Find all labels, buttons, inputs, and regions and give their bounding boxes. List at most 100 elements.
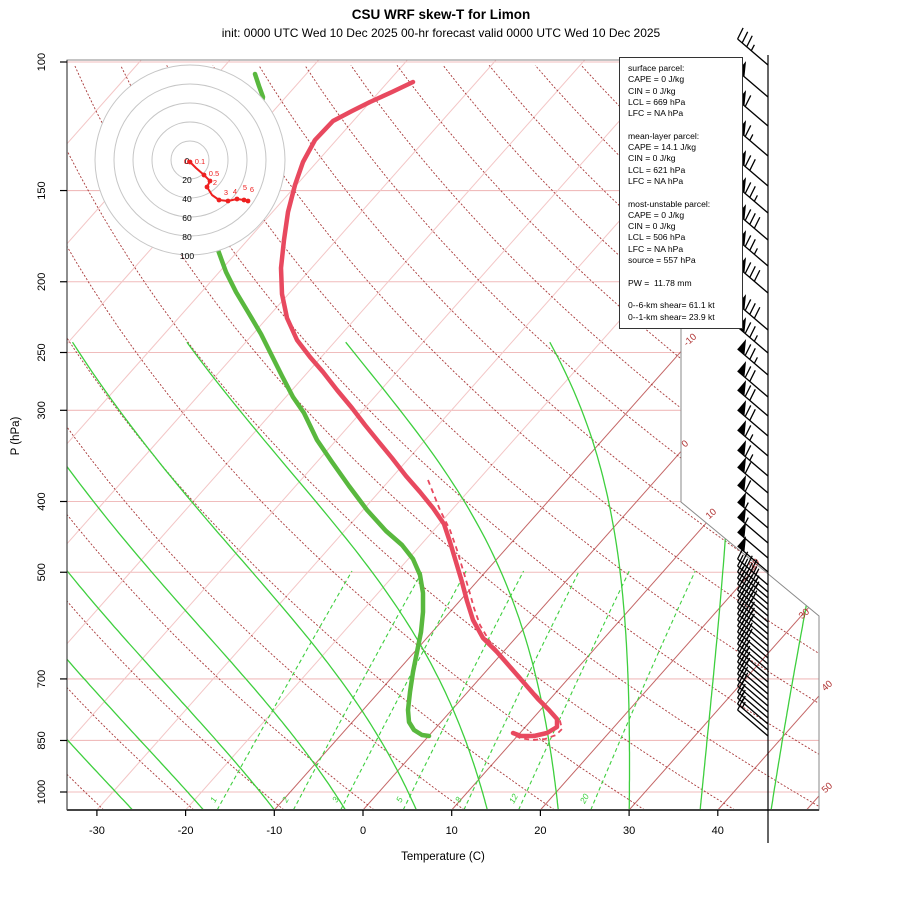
info-gap [628, 119, 740, 130]
x-tick-label: 20 [534, 825, 546, 837]
info-line: LCL = 669 hPa [628, 96, 686, 107]
hodograph-ring [132, 102, 248, 218]
wind-barb [737, 361, 769, 398]
page-subtitle: init: 0000 UTC Wed 10 Dec 2025 00-hr for… [221, 26, 661, 40]
info-line: mean-layer parcel: [628, 130, 700, 141]
wind-barb [737, 27, 769, 66]
hodograph-point [241, 197, 247, 203]
wind-barb [737, 536, 769, 573]
y-tick-label: 200 [36, 273, 48, 291]
moist-adiabat-line [71, 341, 417, 810]
hodograph-height-label: 0 [184, 157, 188, 166]
hodograph-ring [113, 83, 267, 237]
moist-adiabat-line [186, 341, 488, 810]
mixing-ratio-line [518, 570, 630, 810]
dry-adiabat-line [258, 65, 819, 810]
isotherm-label: 0 [680, 438, 691, 450]
hodograph-point [204, 184, 210, 190]
moist-adiabat-line [770, 342, 819, 810]
wind-barb [737, 507, 769, 544]
hodograph-ring-label: 60 [182, 213, 192, 223]
hodograph-ring-label: 0 [185, 156, 190, 166]
moist-adiabat-line [549, 341, 631, 810]
info-line: CIN = 0 J/kg [628, 153, 676, 164]
isotherm-label: 40 [820, 679, 835, 694]
hodograph-ring-label: 20 [182, 175, 192, 185]
info-line: CIN = 0 J/kg [628, 85, 676, 96]
isotherm-label: -10 [682, 331, 700, 348]
hodograph-point [234, 196, 240, 202]
x-tick-label: 30 [623, 825, 635, 837]
isotherm-line [67, 60, 497, 810]
hodograph-point [245, 198, 251, 204]
isotherm-line [273, 60, 819, 810]
info-line: most-unstable parcel: [628, 198, 711, 209]
parcel-info-panel: surface parcel: CAPE = 0 J/kg CIN = 0 J/kg… [619, 57, 743, 329]
mixing-ratio-label: 2 [279, 795, 291, 805]
mixing-ratio-line [216, 570, 353, 810]
hodograph-ring-label: 100 [180, 251, 194, 261]
hodograph-ring-label: 80 [182, 232, 192, 242]
info-line: 0--1-km shear= 23.9 kt [628, 311, 715, 322]
dry-adiabat-line [67, 65, 645, 810]
hodograph-ring [151, 121, 229, 199]
info-line: LFC = NA hPa [628, 175, 684, 186]
wind-barb [737, 380, 769, 417]
hodograph-height-label: 3 [224, 188, 228, 197]
isotherm-line [540, 60, 819, 810]
y-tick-label: 500 [36, 563, 48, 581]
hodograph-ring-label: 40 [182, 194, 192, 204]
info-line: PW = 11.78 mm [628, 277, 692, 288]
parcel-trace [427, 479, 563, 741]
temperature-trace [278, 79, 560, 739]
moist-adiabat-line [67, 341, 275, 810]
moist-adiabat-line [67, 341, 346, 810]
wind-barb [737, 339, 769, 376]
mixing-ratio-label: 12 [507, 792, 520, 805]
hodograph-height-label: 2 [213, 178, 217, 187]
mixing-ratio-label: 3 [330, 795, 341, 804]
info-line: CAPE = 0 J/kg [628, 74, 685, 85]
y-tick-label: 100 [36, 53, 48, 71]
y-tick-label: 300 [36, 401, 48, 419]
info-line: LFC = NA hPa [628, 243, 684, 254]
info-line: CAPE = 0 J/kg [628, 209, 685, 220]
wind-barb [737, 400, 769, 437]
info-line: LCL = 621 hPa [628, 164, 686, 175]
x-tick-label: 10 [446, 825, 458, 837]
info-gap [628, 266, 740, 277]
x-tick-label: -10 [266, 825, 282, 837]
hodograph-height-label: 6 [250, 185, 254, 194]
x-tick-label: 40 [712, 825, 724, 837]
info-line: CAPE = 14.1 J/kg [628, 142, 697, 153]
wind-barb [737, 522, 769, 559]
moist-adiabat-line [345, 341, 559, 810]
wind-barb [737, 457, 769, 494]
hodograph-point [187, 159, 193, 165]
hodograph-ring [170, 140, 210, 180]
x-axis-label: Temperature (C) [401, 851, 485, 863]
wind-barb [737, 475, 769, 512]
hodograph-point [216, 197, 222, 203]
x-tick-label: 0 [360, 825, 366, 837]
isotherm-line [67, 60, 674, 810]
x-tick-label: -20 [178, 825, 194, 837]
y-tick-label: 700 [36, 670, 48, 688]
mixing-ratio-label: 5 [394, 795, 405, 804]
info-line: 0--6-km shear= 61.1 kt [628, 300, 715, 311]
dry-adiabat-line [67, 65, 465, 810]
isotherm-line [628, 60, 819, 810]
hodograph-point [201, 172, 207, 178]
moist-adiabat-line [67, 341, 133, 810]
dry-adiabat-line [304, 65, 819, 810]
mixing-ratio-label: 20 [577, 792, 591, 806]
wind-barb [737, 692, 769, 731]
y-tick-label: 150 [36, 181, 48, 199]
dry-adiabat-line [488, 65, 819, 810]
isotherm-line [806, 60, 819, 810]
isotherm-label: 50 [820, 781, 835, 796]
y-tick-label: 850 [36, 731, 48, 749]
isotherm-label: 10 [704, 507, 719, 522]
